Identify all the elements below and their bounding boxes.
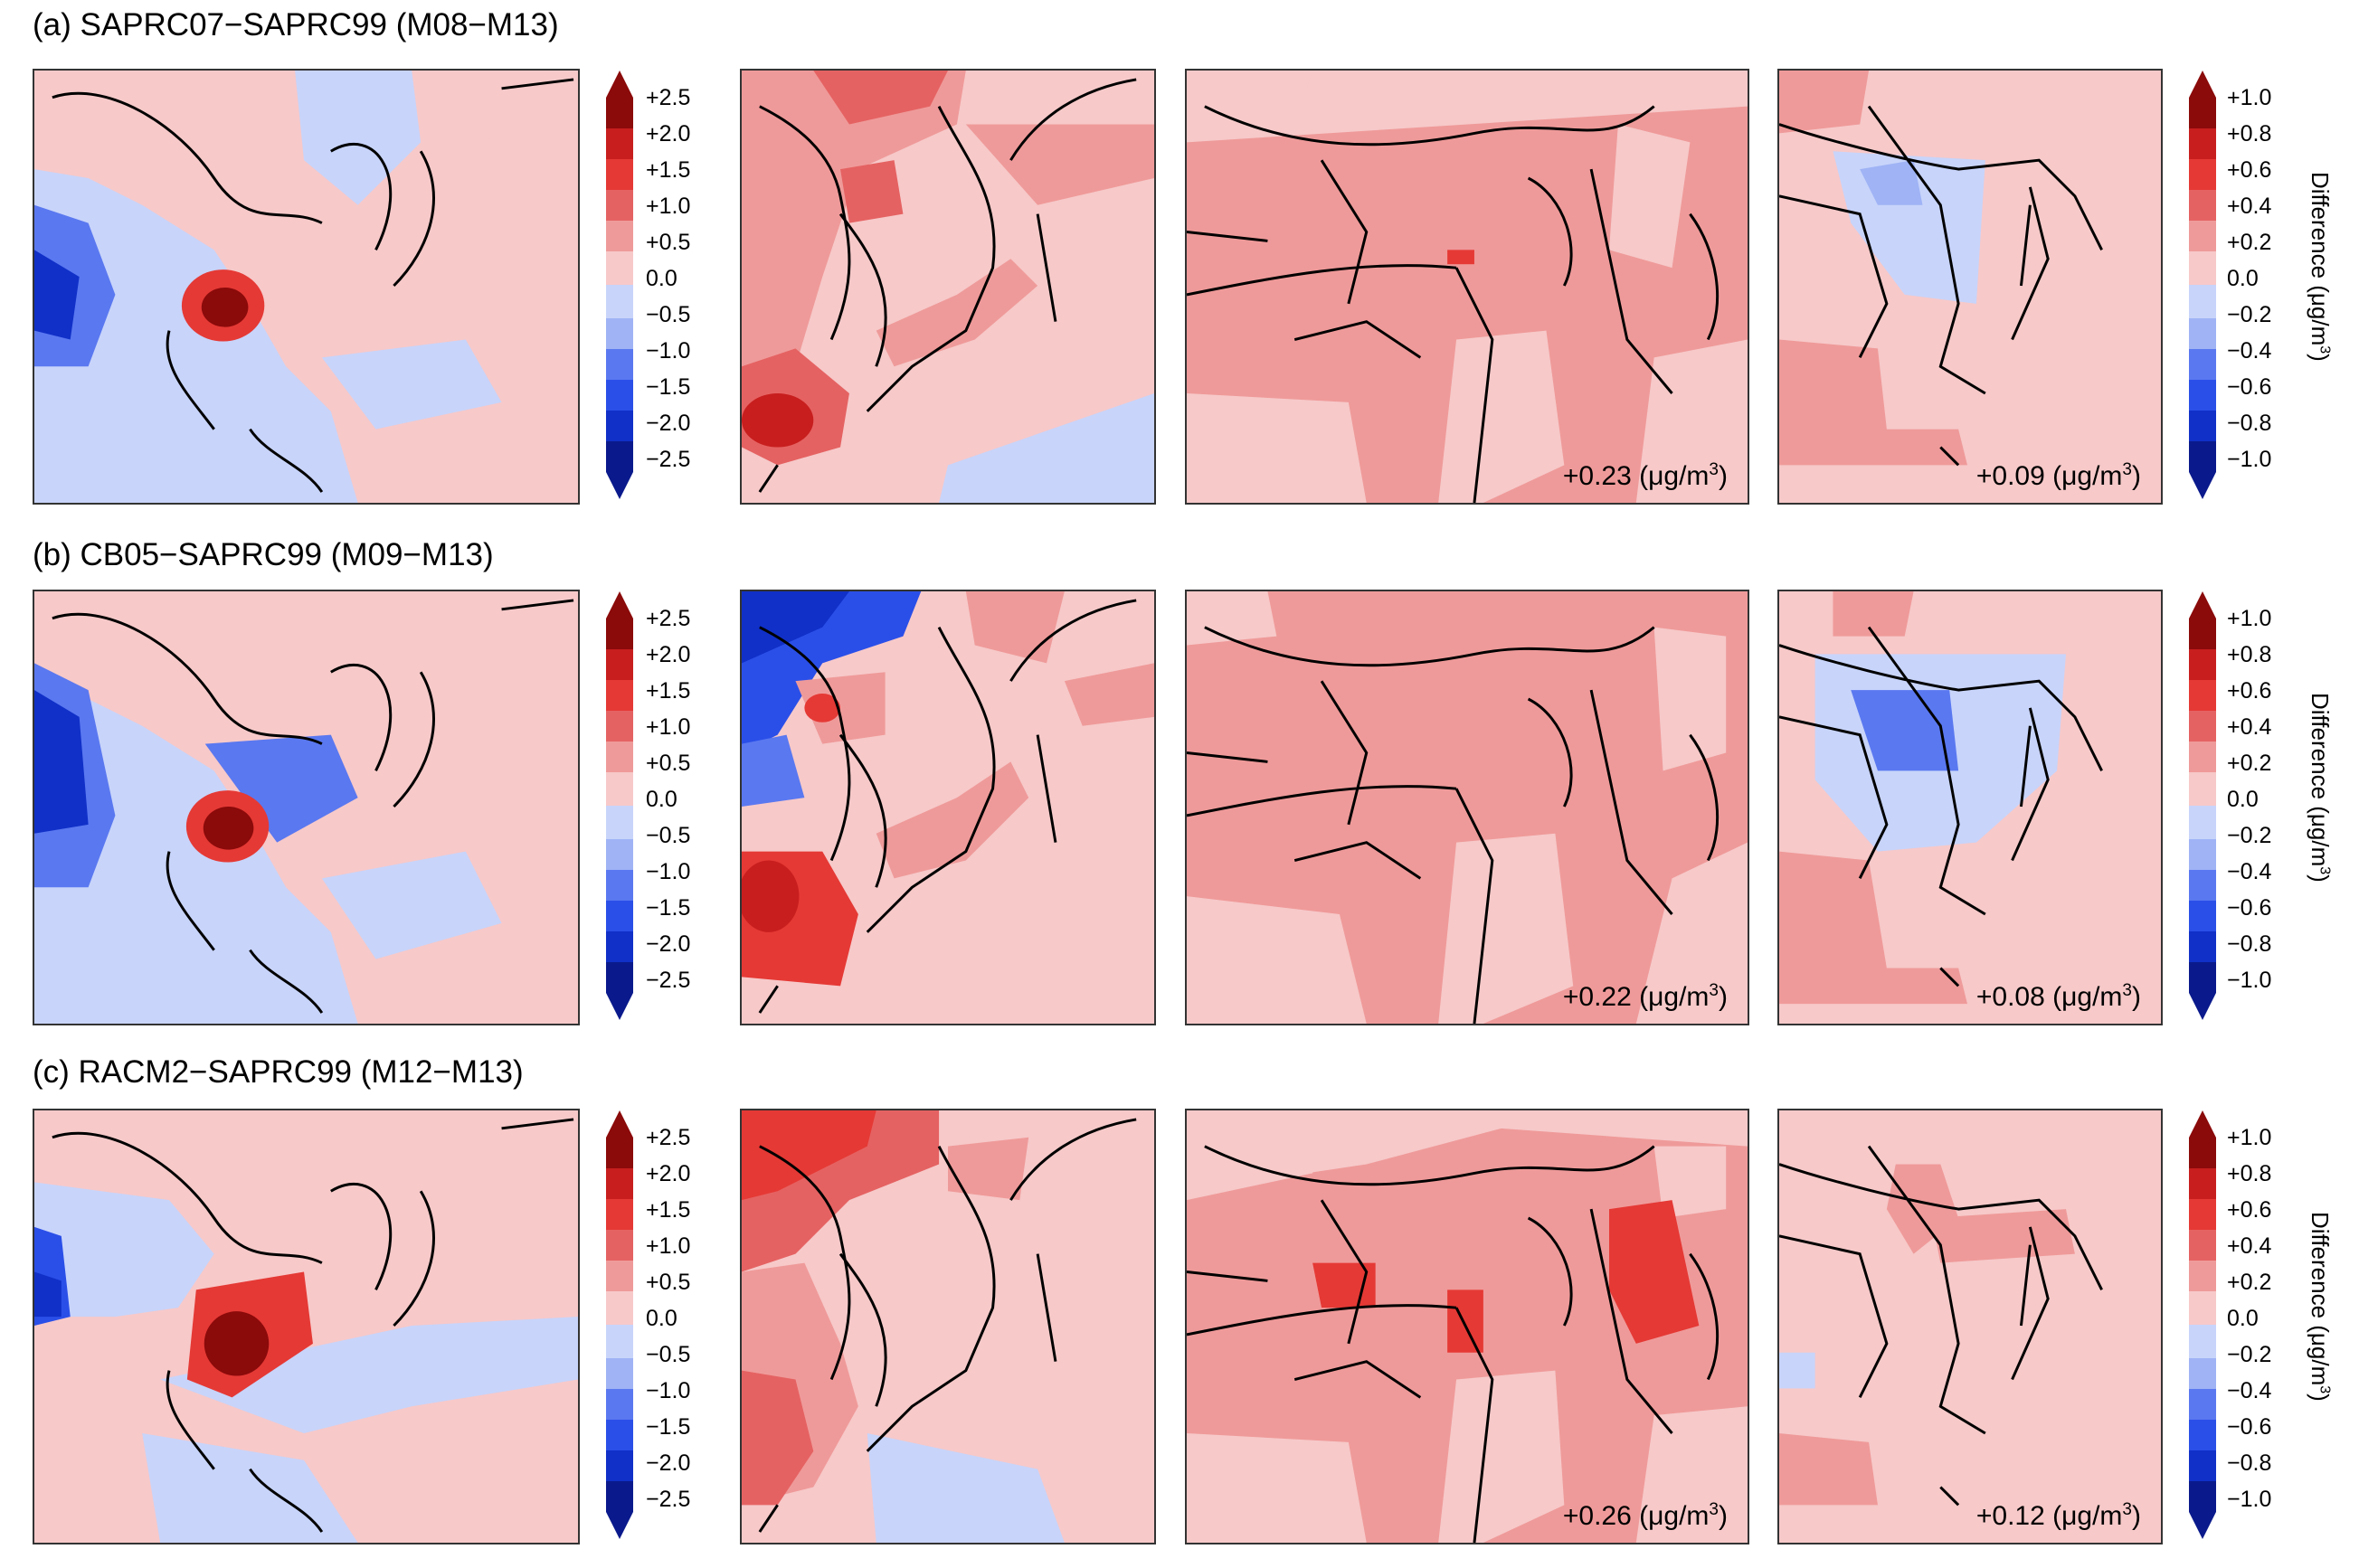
row-a-title: (a) SAPRC07−SAPRC99 (M08−M13) (33, 7, 559, 43)
tick: −0.4 (2227, 859, 2272, 884)
tick: −0.5 (646, 1342, 691, 1367)
row-a-right-colorbar-label: Difference (μg/m3) (2307, 172, 2334, 362)
tick: −2.5 (646, 1487, 691, 1512)
tick: +0.5 (646, 751, 691, 776)
tick: +1.0 (2227, 85, 2272, 110)
row-c-japan-korea-map (740, 1109, 1156, 1544)
row-b-right-colorbar (2189, 591, 2216, 1020)
tick: +1.0 (2227, 1125, 2272, 1150)
row-b-kansai-map: +0.22 (μg/m3) (1185, 590, 1749, 1025)
tick: +0.2 (2227, 751, 2272, 776)
tick: 0.0 (646, 266, 677, 291)
row-b-japan-korea-map (740, 590, 1156, 1025)
row-c-kansai-average: +0.26 (μg/m3) (1562, 1500, 1728, 1531)
tick: 0.0 (646, 787, 677, 812)
tick: +2.0 (646, 121, 691, 146)
tick: −0.8 (2227, 931, 2272, 957)
tick: +0.4 (2227, 1233, 2272, 1259)
tick: +0.5 (646, 230, 691, 255)
tick: +2.0 (646, 642, 691, 667)
row-a-japan-korea-map (740, 69, 1156, 505)
tick: +0.5 (646, 1270, 691, 1295)
row-c-kanto-average: +0.12 (μg/m3) (1975, 1500, 2141, 1531)
row-b-kansai-average: +0.22 (μg/m3) (1562, 981, 1728, 1012)
row-a-kansai-average: +0.23 (μg/m3) (1562, 460, 1728, 491)
tick: −0.4 (2227, 1378, 2272, 1403)
row-c-left-colorbar (606, 1110, 633, 1539)
tick: −0.2 (2227, 302, 2272, 327)
tick: −1.0 (2227, 968, 2272, 993)
tick: −1.0 (2227, 1487, 2272, 1512)
tick: 0.0 (2227, 266, 2259, 291)
tick: −0.4 (2227, 338, 2272, 364)
tick: −1.0 (646, 859, 691, 884)
tick: −0.6 (2227, 374, 2272, 400)
tick: −1.0 (2227, 447, 2272, 472)
tick: +1.5 (646, 678, 691, 704)
row-c-right-colorbar (2189, 1110, 2216, 1539)
row-c-title: (c) RACM2−SAPRC99 (M12−M13) (33, 1054, 524, 1090)
tick: +0.8 (2227, 1161, 2272, 1186)
row-a-east-asia-map (33, 69, 580, 505)
row-a-kanto-map: +0.09 (μg/m3) (1777, 69, 2163, 505)
tick: +1.0 (2227, 606, 2272, 631)
tick: −1.5 (646, 895, 691, 921)
row-b-kanto-average: +0.08 (μg/m3) (1975, 981, 2141, 1012)
tick: 0.0 (646, 1306, 677, 1331)
row-c-kanto-map: +0.12 (μg/m3) (1777, 1109, 2163, 1544)
tick: −0.8 (2227, 1450, 2272, 1476)
row-c-east-asia-map (33, 1109, 580, 1544)
tick: +1.0 (646, 1233, 691, 1259)
row-b-left-colorbar (606, 591, 633, 1020)
tick: +0.8 (2227, 121, 2272, 146)
tick: +0.2 (2227, 230, 2272, 255)
tick: −0.6 (2227, 895, 2272, 921)
row-a-left-colorbar (606, 71, 633, 499)
tick: −1.0 (646, 338, 691, 364)
row-a-kanto-average: +0.09 (μg/m3) (1975, 460, 2141, 491)
tick: +2.5 (646, 85, 691, 110)
tick: −2.0 (646, 1450, 691, 1476)
row-a-right-colorbar (2189, 71, 2216, 499)
tick: +1.0 (646, 714, 691, 740)
tick: −2.0 (646, 931, 691, 957)
tick: +0.6 (2227, 1197, 2272, 1223)
tick: +0.8 (2227, 642, 2272, 667)
row-c-right-colorbar-label: Difference (μg/m3) (2307, 1212, 2334, 1402)
tick: +1.5 (646, 1197, 691, 1223)
tick: −0.6 (2227, 1414, 2272, 1440)
tick: −2.5 (646, 447, 691, 472)
tick: +1.5 (646, 157, 691, 183)
row-b-title: (b) CB05−SAPRC99 (M09−M13) (33, 537, 494, 572)
tick: +2.5 (646, 1125, 691, 1150)
tick: +0.4 (2227, 194, 2272, 219)
tick: −2.0 (646, 411, 691, 436)
tick: +0.6 (2227, 157, 2272, 183)
tick: 0.0 (2227, 787, 2259, 812)
tick: −0.8 (2227, 411, 2272, 436)
tick: −0.2 (2227, 1342, 2272, 1367)
tick: −1.5 (646, 374, 691, 400)
row-a-kansai-map: +0.23 (μg/m3) (1185, 69, 1749, 505)
tick: +2.5 (646, 606, 691, 631)
tick: −1.5 (646, 1414, 691, 1440)
tick: −0.2 (2227, 823, 2272, 848)
tick: 0.0 (2227, 1306, 2259, 1331)
row-b-kanto-map: +0.08 (μg/m3) (1777, 590, 2163, 1025)
row-b-right-colorbar-label: Difference (μg/m3) (2307, 693, 2334, 883)
row-b-east-asia-map (33, 590, 580, 1025)
tick: +2.0 (646, 1161, 691, 1186)
tick: −0.5 (646, 823, 691, 848)
tick: −1.0 (646, 1378, 691, 1403)
tick: +0.4 (2227, 714, 2272, 740)
tick: +1.0 (646, 194, 691, 219)
row-c-kansai-map: +0.26 (μg/m3) (1185, 1109, 1749, 1544)
tick: +0.6 (2227, 678, 2272, 704)
tick: −0.5 (646, 302, 691, 327)
tick: −2.5 (646, 968, 691, 993)
tick: +0.2 (2227, 1270, 2272, 1295)
